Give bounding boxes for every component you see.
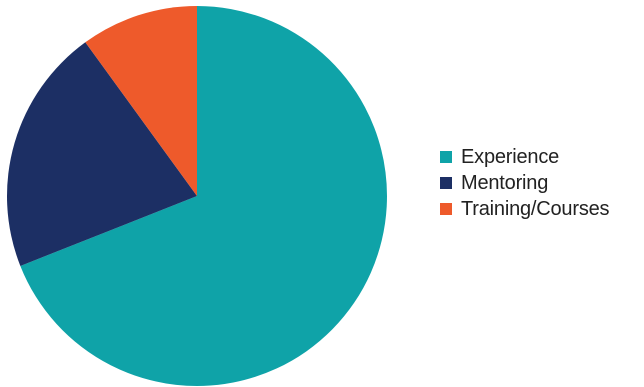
pie-slice-training-courses — [85, 6, 197, 196]
legend-item-experience: Experience — [440, 144, 640, 170]
legend-label-experience: Experience — [461, 145, 560, 168]
legend: Experience Mentoring Training/Courses — [440, 144, 640, 235]
legend-swatch-mentoring — [440, 177, 452, 189]
legend-label-training-courses: Training/Courses — [461, 197, 610, 220]
legend-swatch-training-courses — [440, 203, 452, 215]
legend-swatch-experience — [440, 151, 452, 163]
legend-label-mentoring: Mentoring — [461, 171, 549, 194]
pie-slice-mentoring — [7, 42, 197, 266]
pie-slice-experience — [20, 6, 387, 386]
legend-item-mentoring: Mentoring — [440, 170, 640, 196]
legend-item-training-courses: Training/Courses — [440, 196, 640, 222]
pie-chart — [7, 6, 387, 386]
